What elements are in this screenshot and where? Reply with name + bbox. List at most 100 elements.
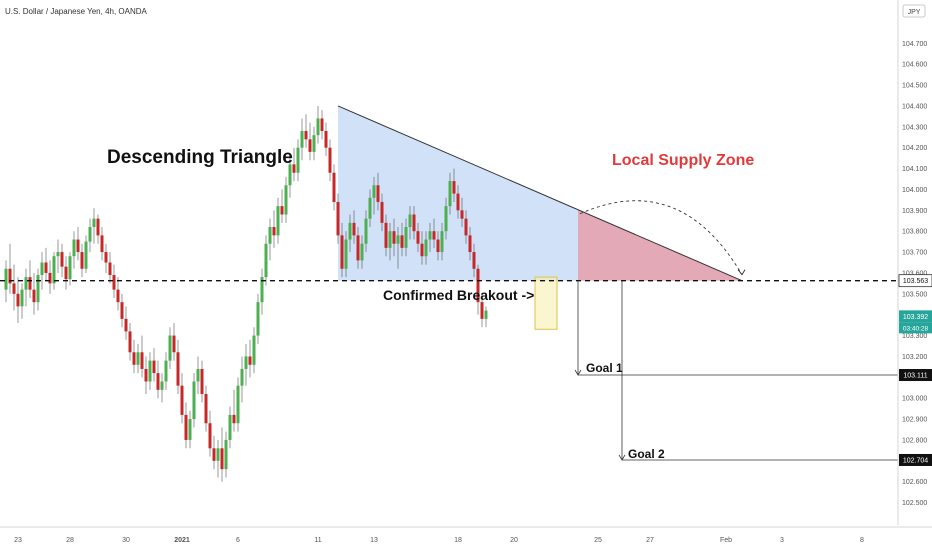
candle-body [448,181,452,207]
candle-body [332,172,336,202]
breakout-highlight-box [534,276,558,330]
candle-body [196,368,200,382]
time-tick-label: 25 [594,537,602,544]
candle-body [16,293,20,307]
candle-body [128,331,132,353]
time-tick-label: 18 [454,537,462,544]
candle-body [232,414,236,424]
candle-body [56,252,60,257]
confirmed-breakout-label: Confirmed Breakout -> [383,287,534,303]
time-tick-label: 23 [14,537,22,544]
candle-body [428,231,432,240]
candle-body [276,206,280,236]
candle-body [220,448,224,470]
descending-triangle-label: Descending Triangle [107,147,293,168]
chart-title: U.S. Dollar / Japanese Yen, 4h, OANDA [5,7,148,16]
candle-body [84,241,88,269]
candle-body [184,414,188,440]
candle-body [352,222,356,236]
candle-body [44,262,48,273]
candle-body [212,448,216,461]
candle-body [480,302,484,319]
candle-body [460,210,464,219]
candle-body [296,147,300,173]
time-tick-label: 2021 [174,537,190,544]
candle-body [36,275,40,303]
candle-body [228,414,232,440]
candle-body [100,235,104,253]
time-tick-label: 13 [370,537,378,544]
candle-body [160,381,164,390]
price-tick-label: 104.300 [902,124,927,131]
candle-body [444,206,448,232]
price-tick-label: 103.700 [902,250,927,257]
candle-body [284,185,288,215]
candle-body [292,164,296,173]
candle-body [20,289,24,307]
time-tick-label: 3 [780,537,784,544]
goal-1-label: Goal 1 [586,361,623,375]
candle-body [180,385,184,415]
candle-body [400,235,404,248]
candle-body [88,227,92,242]
price-tick-label: 102.500 [902,500,927,507]
candle-body [336,201,340,236]
candle-body [68,256,72,280]
candle-body [388,231,392,248]
candle-body [312,135,316,152]
candle-body [24,277,28,290]
candle-body [452,181,456,194]
candle-body [92,218,96,228]
candle-body [80,252,84,269]
candle-body [168,335,172,361]
price-tick-label: 104.500 [902,83,927,90]
candle-body [208,423,212,449]
candle-body [152,360,156,374]
price-tick-label: 104.400 [902,103,927,110]
price-badges: 103.563 103.392 03:40:28 103.111 102.704 [898,274,932,466]
candle-body [316,118,320,136]
support-price-badge-value: 103.563 [903,278,928,285]
price-tick-label: 104.100 [902,166,927,173]
price-tick-label: 102.800 [902,437,927,444]
time-axis[interactable]: 23 28 30 2021 6 11 13 18 20 25 27 Feb 3 8 [0,526,932,544]
candle-body [256,302,260,336]
candle-body [436,239,440,253]
candle-body [112,275,116,290]
price-tick-label: 103.800 [902,229,927,236]
candle-body [412,214,416,232]
goal-2-label: Goal 2 [628,447,665,461]
candle-body [384,222,388,248]
time-tick-label: 8 [860,537,864,544]
candle-body [188,419,192,440]
price-tick-label: 102.600 [902,479,927,486]
candle-body [116,289,120,303]
curved-arrow-head [737,269,746,276]
candle-body [240,368,244,386]
candle-body [244,356,248,369]
candle-body [192,381,196,420]
candle-body [48,272,52,284]
candle-body [344,239,348,269]
goal-1-price-badge-box [899,369,932,382]
price-tick-label: 103.300 [902,333,927,340]
candle-body [236,385,240,424]
candle-body [392,231,396,244]
candle-body [264,243,268,278]
candle-body [456,193,460,211]
candle-body [300,130,304,148]
descending-trendline [337,105,743,282]
currency-badge-box[interactable] [902,4,926,18]
candle-body [4,268,8,290]
candle-body [176,352,180,386]
candle-body [368,197,372,219]
candle-body [12,283,16,294]
candle-body [372,185,376,198]
candle-body [476,268,480,303]
candle-body [432,231,436,240]
candle-body [200,368,204,395]
candle-body [340,235,344,269]
candle-body [224,439,228,470]
candle-body [60,252,64,267]
